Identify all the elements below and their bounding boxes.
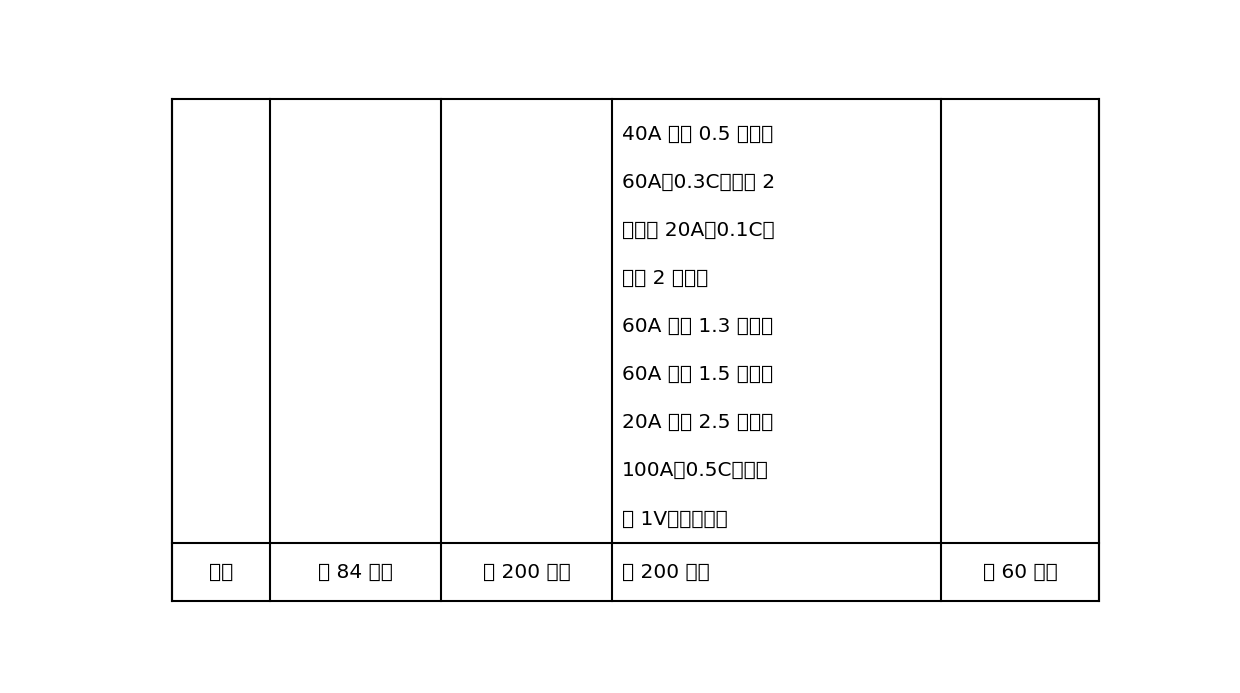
Text: 60A 放电 1.3 小时；: 60A 放电 1.3 小时； — [622, 317, 773, 336]
Text: 约 84 小时: 约 84 小时 — [317, 563, 393, 581]
Text: 小时转 20A（0.1C）: 小时转 20A（0.1C） — [622, 220, 775, 240]
Text: 约 200 小时: 约 200 小时 — [622, 563, 709, 581]
Text: 60A 充电 1.5 小时；: 60A 充电 1.5 小时； — [622, 365, 773, 384]
Text: 40A 放电 0.5 小时；: 40A 放电 0.5 小时； — [622, 125, 774, 143]
Text: 20A 充电 2.5 小时；: 20A 充电 2.5 小时； — [622, 413, 774, 432]
Text: 充电 2 小时；: 充电 2 小时； — [622, 269, 708, 288]
Text: 约 60 小时: 约 60 小时 — [982, 563, 1058, 581]
Text: 至 1V。；分容。: 至 1V。；分容。 — [622, 509, 728, 529]
Text: 100A（0.5C）放电: 100A（0.5C）放电 — [622, 462, 769, 480]
Text: 约 200 小时: 约 200 小时 — [482, 563, 570, 581]
Text: 60A（0.3C）充电 2: 60A（0.3C）充电 2 — [622, 173, 775, 191]
Text: 用时: 用时 — [208, 563, 233, 581]
